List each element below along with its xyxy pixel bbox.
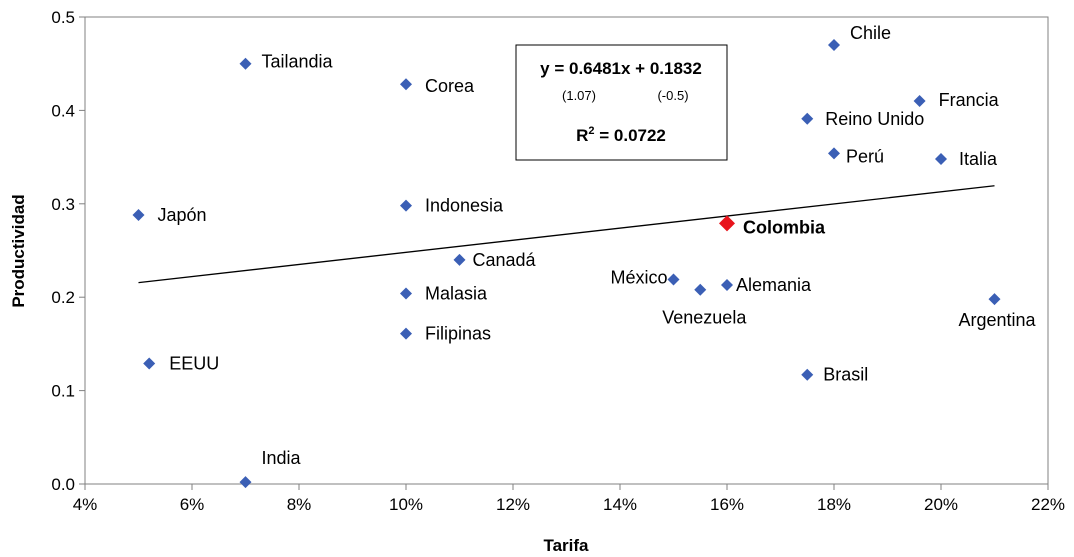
data-points: Tailandia Corea Chile Francia Reino Unido Per…	[132, 23, 1037, 489]
data-point-marker	[828, 39, 840, 52]
data-point-label: Perú	[846, 146, 884, 166]
slope-standard-error: (1.07)	[562, 88, 596, 103]
x-tick-label: 14%	[603, 495, 637, 514]
data-point-label: Indonesia	[425, 196, 504, 216]
data-point-marker	[400, 287, 412, 300]
r-squared: R2 = 0.0722	[576, 125, 666, 145]
trendline	[138, 185, 995, 284]
data-point-marker	[239, 57, 252, 70]
y-tick-label: 0.2	[51, 288, 75, 307]
data-point-marker	[719, 215, 735, 232]
x-tick-label: 22%	[1031, 495, 1065, 514]
annotation-box	[515, 44, 728, 161]
data-point-label: India	[262, 448, 302, 468]
data-point-label: Canadá	[473, 250, 537, 270]
data-point-label: Italia	[959, 149, 998, 169]
data-point-marker	[913, 95, 926, 108]
data-point-marker	[935, 152, 947, 165]
data-point-label: Chile	[850, 23, 891, 43]
y-tick-label: 0.0	[51, 475, 75, 494]
data-point-label: Tailandia	[262, 52, 334, 72]
y-axis: 0.0 0.1 0.2 0.3 0.4 0.5	[51, 8, 85, 494]
y-tick-label: 0.1	[51, 382, 75, 401]
x-tick-label: 16%	[710, 495, 744, 514]
regression-equation: y = 0.6481x + 0.1832	[540, 59, 702, 78]
data-point-marker	[667, 273, 680, 286]
data-point-label: Reino Unido	[825, 109, 924, 129]
x-tick-label: 10%	[389, 495, 423, 514]
data-point-label: Francia	[939, 90, 1000, 110]
x-tick-label: 18%	[817, 495, 851, 514]
y-tick-label: 0.5	[51, 8, 75, 27]
data-point-label: EEUU	[169, 354, 219, 374]
data-point-label: Corea	[425, 76, 475, 96]
data-point-label: Venezuela	[662, 308, 747, 328]
data-point-marker	[801, 368, 814, 381]
x-tick-label: 20%	[924, 495, 958, 514]
y-axis-title: Productividad	[9, 194, 28, 307]
x-tick-label: 8%	[287, 495, 312, 514]
x-tick-label: 4%	[73, 495, 98, 514]
x-axis: 4% 6% 8% 10% 12% 14% 16% 18% 20% 22%	[73, 484, 1065, 514]
y-tick-label: 0.3	[51, 195, 75, 214]
data-point-marker	[143, 357, 156, 370]
data-point-marker	[828, 147, 840, 160]
data-point-label: Japón	[158, 205, 207, 225]
data-point-marker	[721, 279, 733, 292]
data-point-marker	[132, 209, 145, 222]
intercept-standard-error: (-0.5)	[657, 88, 688, 103]
data-point-label: México	[610, 267, 667, 287]
data-point-label: Alemania	[736, 275, 812, 295]
y-tick-label: 0.4	[51, 101, 75, 120]
x-axis-title: Tarifa	[543, 536, 589, 555]
data-point-label: Malasia	[425, 283, 488, 303]
data-point-label: Filipinas	[425, 324, 491, 344]
data-point-marker	[400, 199, 412, 212]
data-point-marker	[400, 327, 412, 340]
data-point-label: Colombia	[743, 217, 826, 237]
data-point-label: Brasil	[823, 365, 868, 385]
data-point-marker	[801, 112, 814, 125]
data-point-label: Argentina	[959, 310, 1037, 330]
data-point-marker	[453, 253, 466, 266]
data-point-marker	[694, 283, 707, 296]
x-tick-label: 12%	[496, 495, 530, 514]
data-point-marker	[400, 78, 412, 91]
x-tick-label: 6%	[180, 495, 205, 514]
data-point-marker	[239, 476, 252, 489]
data-point-marker	[988, 293, 1001, 306]
regression-annotation: y = 0.6481x + 0.1832 (1.07) (-0.5) R2 = …	[515, 44, 728, 161]
